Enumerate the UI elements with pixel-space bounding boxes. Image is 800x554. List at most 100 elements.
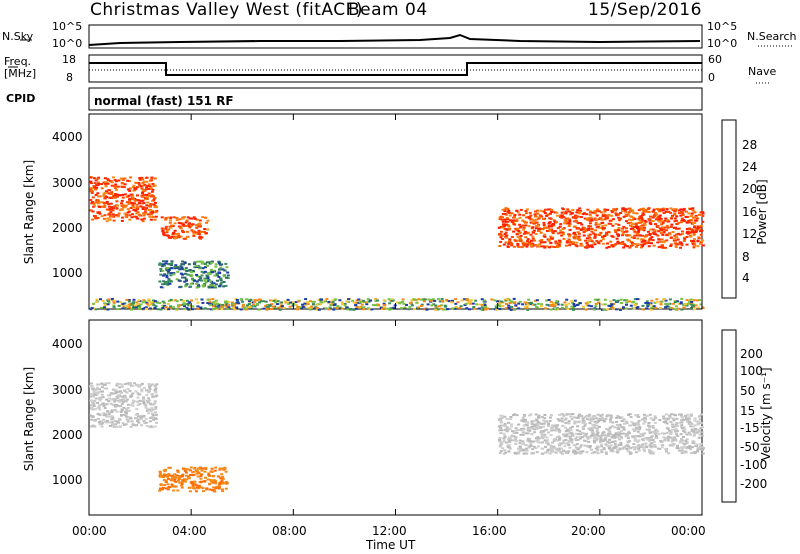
data-cell	[205, 487, 209, 490]
data-cell	[128, 218, 132, 221]
data-cell	[422, 298, 426, 301]
data-cell	[700, 239, 704, 242]
data-cell	[682, 239, 686, 242]
data-cell	[515, 209, 519, 212]
data-cell	[94, 397, 98, 400]
data-cell	[587, 225, 591, 227]
data-cell	[427, 298, 431, 301]
data-cell	[277, 306, 280, 309]
data-cell	[526, 427, 530, 430]
data-cell	[531, 237, 535, 240]
data-cell	[118, 425, 122, 428]
data-cell	[601, 440, 605, 443]
data-cell	[173, 478, 177, 481]
data-cell	[593, 415, 597, 418]
data-cell	[150, 407, 154, 409]
data-cell	[510, 423, 513, 426]
data-cell	[566, 217, 570, 220]
data-cell	[204, 467, 208, 470]
data-cell	[129, 308, 133, 311]
data-cell	[177, 305, 181, 308]
data-cell	[156, 308, 160, 311]
data-cell	[128, 200, 132, 203]
data-cell	[167, 236, 171, 239]
data-cell	[111, 209, 115, 212]
data-cell	[652, 305, 656, 308]
data-cell	[183, 469, 187, 472]
data-cell	[588, 222, 592, 225]
data-cell	[259, 300, 263, 303]
data-cell	[595, 424, 599, 427]
data-cell	[433, 299, 437, 302]
data-cell	[91, 210, 95, 213]
data-cell	[198, 236, 202, 238]
data-cell	[629, 452, 633, 455]
data-cell	[262, 300, 266, 303]
data-cell	[217, 275, 221, 278]
data-cell	[693, 226, 696, 229]
data-cell	[527, 445, 531, 448]
data-cell	[691, 425, 695, 428]
data-cell	[634, 422, 638, 425]
data-cell	[121, 196, 125, 199]
data-cell	[516, 211, 520, 214]
data-cell	[503, 227, 507, 230]
data-cell	[200, 236, 204, 239]
data-cell	[221, 490, 225, 493]
data-cell	[479, 308, 483, 311]
data-cell	[530, 452, 534, 455]
data-cell	[549, 449, 553, 452]
data-cell	[649, 308, 653, 311]
data-cell	[144, 406, 148, 409]
data-cell	[145, 198, 149, 200]
data-cell	[145, 176, 149, 179]
data-cell	[618, 219, 621, 222]
data-cell	[664, 437, 667, 440]
data-cell	[149, 179, 153, 182]
data-cell	[645, 428, 649, 431]
data-cell	[145, 186, 149, 189]
data-cell	[552, 445, 556, 448]
data-cell	[601, 215, 605, 218]
data-cell	[660, 446, 664, 449]
data-cell	[624, 307, 628, 310]
data-cell	[696, 447, 700, 450]
data-cell	[107, 213, 111, 216]
data-cell	[308, 300, 312, 303]
data-cell	[298, 306, 302, 309]
data-cell	[517, 423, 521, 426]
data-cell	[606, 208, 610, 211]
data-cell	[454, 298, 458, 300]
data-cell	[654, 428, 658, 431]
data-cell	[521, 431, 525, 434]
data-cell	[181, 273, 184, 276]
data-cell	[366, 307, 370, 310]
data-cell	[675, 233, 679, 236]
data-cell	[593, 427, 597, 429]
data-cell	[212, 300, 216, 303]
data-cell	[621, 227, 625, 230]
data-cell	[632, 307, 636, 310]
data-cell	[121, 302, 125, 305]
data-cell	[109, 180, 112, 183]
data-cell	[565, 298, 569, 301]
data-cell	[242, 306, 246, 309]
data-cell	[173, 266, 177, 268]
data-cell	[684, 210, 688, 213]
data-cell	[585, 304, 589, 307]
data-cell	[93, 391, 96, 394]
data-cell	[137, 182, 141, 184]
data-cell	[616, 234, 620, 237]
data-cell	[169, 478, 173, 481]
data-cell	[124, 413, 128, 416]
data-cell	[631, 446, 635, 449]
data-cell	[586, 437, 590, 440]
data-cell	[153, 177, 157, 180]
data-cell	[663, 240, 667, 243]
data-cell	[611, 447, 615, 450]
data-cell	[604, 443, 608, 446]
data-cell	[630, 219, 634, 221]
data-cell	[127, 306, 131, 309]
data-cell	[151, 210, 155, 212]
data-cell	[181, 268, 184, 271]
